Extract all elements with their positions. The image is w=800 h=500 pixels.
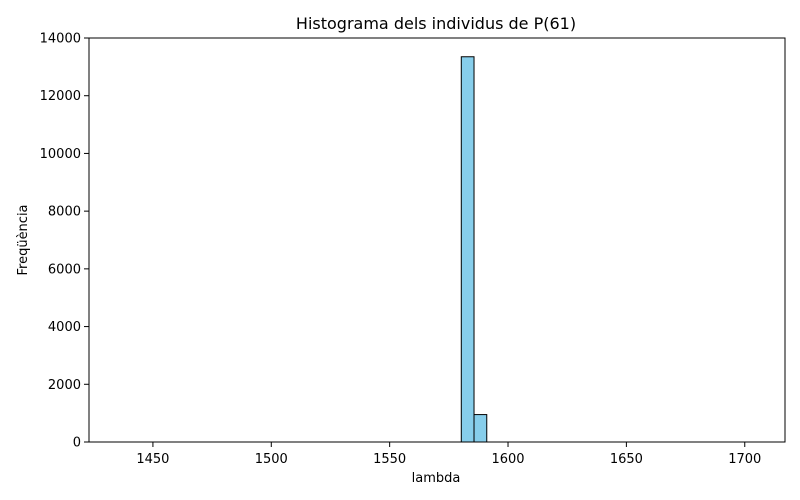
x-axis-ticks: 1450 1500 1550 1600 1650 1700	[136, 442, 761, 467]
x-axis-label: lambda	[412, 471, 461, 486]
x-tick-label: 1600	[491, 452, 524, 467]
y-tick-label: 8000	[48, 205, 81, 220]
histogram-bar	[473, 414, 488, 443]
y-tick-label: 2000	[48, 378, 81, 393]
histogram-bar	[460, 56, 475, 443]
y-tick-label: 6000	[48, 262, 81, 277]
y-axis-ticks: 0 2000 4000 6000 8000 10000 12000 14000	[40, 32, 89, 451]
x-tick-label: 1550	[373, 452, 406, 467]
bars-layer	[460, 56, 488, 443]
x-tick-label: 1700	[728, 452, 761, 467]
x-tick-label: 1650	[610, 452, 643, 467]
y-axis-label: Freqüència	[16, 204, 31, 275]
y-tick-label: 12000	[40, 89, 81, 104]
y-tick-label: 0	[73, 436, 81, 451]
plot-frame	[88, 37, 786, 443]
x-tick-label: 1500	[255, 452, 288, 467]
chart-title: Histograma dels individus de P(61)	[296, 14, 576, 33]
x-tick-label: 1450	[136, 452, 169, 467]
y-tick-label: 4000	[48, 320, 81, 335]
y-tick-label: 10000	[40, 147, 81, 162]
y-tick-label: 14000	[40, 32, 81, 47]
